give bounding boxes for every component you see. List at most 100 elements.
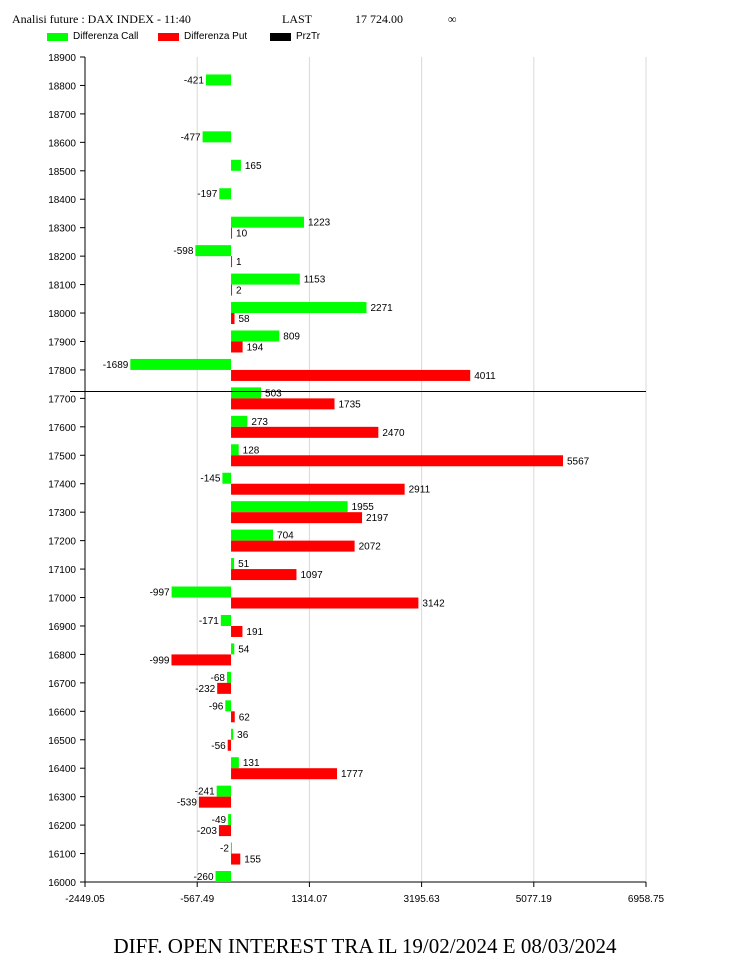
data-label-put: 2072: [359, 542, 382, 553]
y-tick-label: 17000: [48, 594, 76, 605]
bar-put-17900: [231, 341, 243, 353]
y-tick-label: 18400: [48, 195, 76, 206]
bar-put-16700: [217, 682, 232, 694]
data-label-put: 4011: [474, 371, 496, 382]
x-tick-label: 5077.19: [516, 894, 553, 905]
bar-call-16800: [231, 643, 235, 655]
bar-call-16100: [230, 842, 232, 854]
last-label: LAST: [282, 12, 312, 26]
bar-call-17800: [130, 358, 232, 370]
bar-put-16500: [227, 739, 232, 751]
data-label-put: 10: [236, 229, 248, 240]
legend-item-put: Differenza Put: [158, 31, 247, 42]
y-tick-label: 18700: [48, 110, 76, 121]
x-tick-label: 3195.63: [404, 894, 441, 905]
bar-put-18100: [231, 284, 233, 296]
y-tick-label: 16100: [48, 850, 76, 861]
data-label-call: 54: [238, 644, 250, 655]
bar-call-17300: [231, 501, 348, 513]
bar-call-18100: [231, 273, 300, 285]
bar-call-18000: [231, 302, 367, 314]
data-label-put: 3142: [422, 599, 445, 610]
bar-call-17100: [231, 558, 235, 570]
data-label-call: -145: [200, 474, 220, 485]
bar-call-16700: [226, 671, 232, 683]
y-tick-label: 18600: [48, 138, 76, 149]
bar-call-18800: [205, 74, 232, 86]
data-label-call: 1153: [304, 275, 326, 286]
y-tick-label: 18900: [48, 53, 76, 64]
data-label-call: -477: [181, 132, 201, 143]
y-tick-label: 18000: [48, 309, 76, 320]
legend-label-przTr: PrzTr: [296, 31, 321, 42]
y-tick-label: 17500: [48, 451, 76, 462]
data-label-call: -421: [184, 75, 204, 86]
y-tick-label: 17200: [48, 537, 76, 548]
last-value: 17 724.00: [355, 12, 403, 26]
bar-put-16200: [218, 825, 232, 837]
y-tick-label: 17700: [48, 394, 76, 405]
bar-call-18300: [231, 216, 304, 228]
data-label-call: 704: [277, 531, 294, 542]
data-label-put: -539: [177, 798, 197, 809]
bar-put-17800: [231, 369, 471, 381]
bar-put-16900: [231, 625, 243, 637]
bar-put-17700: [231, 398, 335, 410]
chart-header: Analisi future : DAX INDEX - 11:40 LAST …: [0, 0, 730, 50]
data-label-put: 194: [247, 342, 264, 353]
bar-call-17900: [231, 330, 280, 342]
data-label-call: 809: [283, 331, 300, 342]
bar-put-17000: [231, 597, 419, 609]
legend-swatch-przTr: [270, 32, 291, 41]
data-label-call: -197: [197, 189, 217, 200]
legend-item-call: Differenza Call: [47, 31, 138, 42]
y-tick-label: 18200: [48, 252, 76, 263]
data-label-put: 58: [238, 314, 250, 325]
y-tick-label: 16300: [48, 793, 76, 804]
bar-put-16100: [231, 853, 241, 865]
data-label-call: -171: [199, 616, 219, 627]
data-label-put: 1735: [339, 399, 362, 410]
bar-call-17500: [231, 444, 239, 456]
data-label-call: 273: [251, 417, 268, 428]
bar-call-17600: [231, 415, 248, 427]
bar-call-18500: [231, 159, 241, 171]
bar-put-16400: [231, 768, 338, 780]
footer-caption: DIFF. OPEN INTEREST TRA IL 19/02/2024 E …: [113, 934, 617, 958]
data-label-put: 2470: [382, 428, 405, 439]
y-tick-label: 18100: [48, 281, 76, 292]
data-label-call: 51: [238, 559, 250, 570]
bar-call-16900: [220, 614, 232, 626]
data-label-put: 1777: [341, 769, 364, 780]
data-label-put: 1097: [300, 570, 323, 581]
y-tick-label: 17300: [48, 508, 76, 519]
y-tick-label: 17800: [48, 366, 76, 377]
data-label-call: -598: [173, 246, 193, 257]
bar-call-17700: [231, 387, 262, 399]
bar-put-17300: [231, 512, 363, 524]
y-tick-label: 16900: [48, 622, 76, 633]
y-tick-label: 17400: [48, 480, 76, 491]
bar-call-16600: [225, 700, 232, 712]
bar-call-17000: [171, 586, 232, 598]
data-label-put: 155: [244, 855, 261, 866]
data-label-call: -997: [150, 588, 170, 599]
bar-call-18600: [202, 131, 232, 143]
bar-put-18000: [231, 313, 235, 325]
legend-label-put: Differenza Put: [184, 31, 248, 42]
data-label-put: 1: [236, 257, 242, 268]
data-label-call: -96: [209, 701, 224, 712]
bar-call-16200: [228, 814, 232, 826]
y-tick-label: 16500: [48, 736, 76, 747]
data-label-call: 165: [245, 161, 262, 172]
bar-put-17100: [231, 569, 297, 581]
y-tick-label: 16000: [48, 878, 76, 889]
y-tick-label: 17600: [48, 423, 76, 434]
x-tick-label: 1314.07: [291, 894, 328, 905]
data-label-put: 2197: [366, 513, 389, 524]
bar-put-18200: [231, 256, 233, 268]
bar-call-18400: [219, 188, 232, 200]
data-label-call: 36: [237, 730, 249, 741]
legend-item-przTr: PrzTr: [270, 31, 320, 42]
y-tick-label: 17900: [48, 337, 76, 348]
